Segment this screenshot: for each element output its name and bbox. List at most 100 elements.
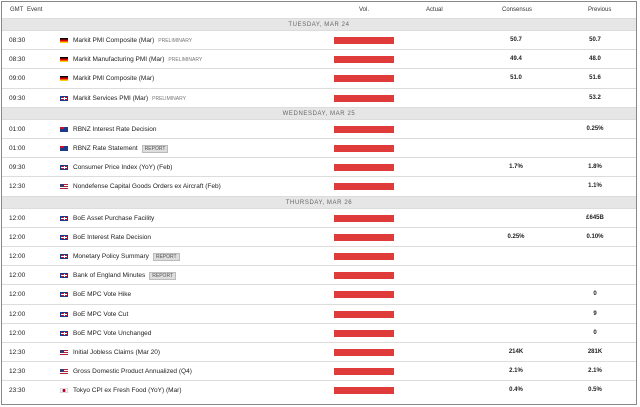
event-time: 12:00 bbox=[9, 329, 26, 337]
previous-value: 0.25% bbox=[586, 125, 604, 132]
event-time: 12:00 bbox=[9, 272, 26, 280]
event-row: 09:00 Markit PMI Composite (Mar) 51.0 51.6 bbox=[2, 68, 636, 87]
event-row: 08:30 Markit PMI Composite (Mar) PRELIMINA… bbox=[2, 30, 636, 49]
col-header: Vol. bbox=[359, 7, 370, 13]
consensus-value: 2.1% bbox=[509, 368, 523, 375]
event-time: 08:30 bbox=[9, 37, 26, 44]
preliminary-tag: PRELIMINARY bbox=[158, 38, 193, 44]
event-title: Markit Manufacturing PMI (Mar) bbox=[73, 56, 165, 64]
event-title: BoE Interest Rate Decision bbox=[73, 233, 152, 241]
country-flag bbox=[60, 146, 68, 152]
event-time: 12:30 bbox=[9, 183, 26, 191]
country-flag bbox=[60, 311, 68, 317]
event-title: Markit PMI Composite (Mar) bbox=[73, 37, 155, 44]
event-title: BoE MPC Vote Cut bbox=[73, 310, 129, 318]
volatility-bar bbox=[334, 291, 394, 299]
country-flag bbox=[60, 215, 68, 221]
volatility-bar bbox=[334, 329, 394, 337]
country-flag bbox=[60, 254, 68, 260]
event-row: 12:00 BoE Interest Rate Decision 0.25% 0.10… bbox=[2, 226, 636, 247]
event-name: BoE Interest Rate Decision bbox=[73, 228, 151, 247]
volatility-bar bbox=[334, 214, 394, 222]
previous-value: 0 bbox=[593, 329, 597, 336]
volatility-bar bbox=[334, 145, 394, 153]
event-row: 12:30 Initial Jobless Claims (Mar 20) 214K… bbox=[2, 342, 636, 361]
col-header: Consensus bbox=[502, 7, 533, 13]
event-time: 12:30 bbox=[9, 368, 26, 376]
previous-value: 0.10% bbox=[586, 233, 604, 240]
event-name: Nondefense Capital Goods Orders ex Aircr… bbox=[73, 177, 221, 196]
event-time: 09:30 bbox=[9, 164, 26, 172]
country-flag bbox=[60, 388, 68, 394]
report-badge: REPORT bbox=[152, 253, 180, 261]
previous-value: 0 bbox=[593, 291, 597, 298]
day-header: TUESDAY, MAR 24 bbox=[2, 18, 636, 30]
consensus-value: 0.4% bbox=[509, 387, 523, 394]
event-row: 12:00 BoE Asset Purchase Facility £645B bbox=[2, 207, 636, 227]
previous-value: 9 bbox=[593, 310, 597, 317]
country-flag bbox=[60, 273, 68, 279]
col-header: Actual bbox=[426, 7, 443, 13]
country-flag bbox=[60, 165, 68, 171]
event-row: 12:00 Bank of England Minutes REPORT bbox=[2, 265, 636, 284]
event-title: Gross Domestic Product Annualized (Q4) bbox=[73, 368, 192, 376]
event-name: Markit Manufacturing PMI (Mar) PRELIMINAR… bbox=[73, 50, 202, 70]
event-row: 12:00 BoE MPC Vote Cut 9 bbox=[2, 303, 636, 323]
event-title: RBNZ Rate Statement bbox=[73, 145, 138, 152]
volatility-bar bbox=[334, 183, 394, 191]
country-flag bbox=[60, 76, 68, 82]
event-title: Nondefense Capital Goods Orders ex Aircr… bbox=[73, 183, 221, 191]
country-flag bbox=[60, 330, 68, 336]
event-time: 23:30 bbox=[9, 387, 26, 395]
report-badge: REPORT bbox=[149, 272, 177, 281]
volatility-bar bbox=[334, 94, 394, 102]
country-flag bbox=[60, 95, 68, 101]
volatility-bar bbox=[334, 233, 394, 241]
event-row: 12:30 Gross Domestic Product Annualized (… bbox=[2, 361, 636, 380]
event-time: 12:00 bbox=[9, 291, 26, 299]
event-name: Bank of England Minutes REPORT bbox=[73, 266, 177, 286]
previous-value: 0.5% bbox=[588, 387, 602, 394]
consensus-value: 214K bbox=[508, 349, 524, 355]
event-title: Monetary Policy Summary bbox=[73, 253, 149, 260]
volatility-bar bbox=[334, 56, 394, 64]
event-title: Consumer Price Index (YoY) (Feb) bbox=[73, 164, 173, 172]
event-title: BoE Asset Purchase Facility bbox=[73, 214, 155, 222]
event-title: Bank of England Minutes bbox=[73, 272, 146, 280]
event-title: Tokyo CPI ex Fresh Food (YoY) (Mar) bbox=[73, 387, 182, 395]
event-time: 09:00 bbox=[9, 75, 26, 83]
country-flag bbox=[60, 126, 68, 132]
event-row: 09:30 Markit Services PMI (Mar) PRELIMINAR… bbox=[2, 87, 636, 109]
country-flag bbox=[60, 369, 68, 375]
event-name: Markit Services PMI (Mar) PRELIMINARY bbox=[73, 89, 186, 109]
event-title: BoE MPC Vote Unchanged bbox=[73, 329, 152, 337]
consensus-value: 1.7% bbox=[509, 164, 523, 171]
volatility-bar bbox=[334, 164, 394, 172]
event-row: 12:00 BoE MPC Vote Hike 0 bbox=[2, 284, 636, 303]
volatility-bar bbox=[334, 368, 394, 376]
volatility-bar bbox=[334, 75, 394, 83]
event-row: 12:00 BoE MPC Vote Unchanged 0 bbox=[2, 322, 636, 343]
event-title: RBNZ Interest Rate Decision bbox=[73, 125, 157, 133]
event-name: Gross Domestic Product Annualized (Q4) bbox=[73, 362, 192, 381]
consensus-value: 50.7 bbox=[510, 37, 522, 43]
preliminary-tag: PRELIMINARY bbox=[168, 57, 203, 64]
event-row: 12:00 Monetary Policy Summary REPORT bbox=[2, 246, 636, 265]
country-flag bbox=[60, 184, 68, 190]
event-name: RBNZ Rate Statement REPORT bbox=[73, 139, 169, 159]
previous-value: 51.6 bbox=[589, 75, 601, 82]
previous-value: 2.1% bbox=[588, 368, 602, 375]
volatility-bar bbox=[334, 349, 394, 357]
event-name: Consumer Price Index (YoY) (Feb) bbox=[73, 158, 172, 177]
volatility-bar bbox=[334, 125, 394, 133]
event-name: Monetary Policy Summary REPORT bbox=[73, 247, 180, 267]
col-header: Event bbox=[27, 7, 43, 13]
event-name: Tokyo CPI ex Fresh Food (YoY) (Mar) bbox=[73, 381, 182, 400]
event-name: BoE MPC Vote Unchanged bbox=[73, 324, 151, 343]
volatility-bar bbox=[334, 253, 394, 261]
day-header: THURSDAY, MAR 26 bbox=[2, 195, 636, 208]
event-name: RBNZ Interest Rate Decision bbox=[73, 120, 156, 139]
event-time: 12:30 bbox=[9, 349, 26, 356]
